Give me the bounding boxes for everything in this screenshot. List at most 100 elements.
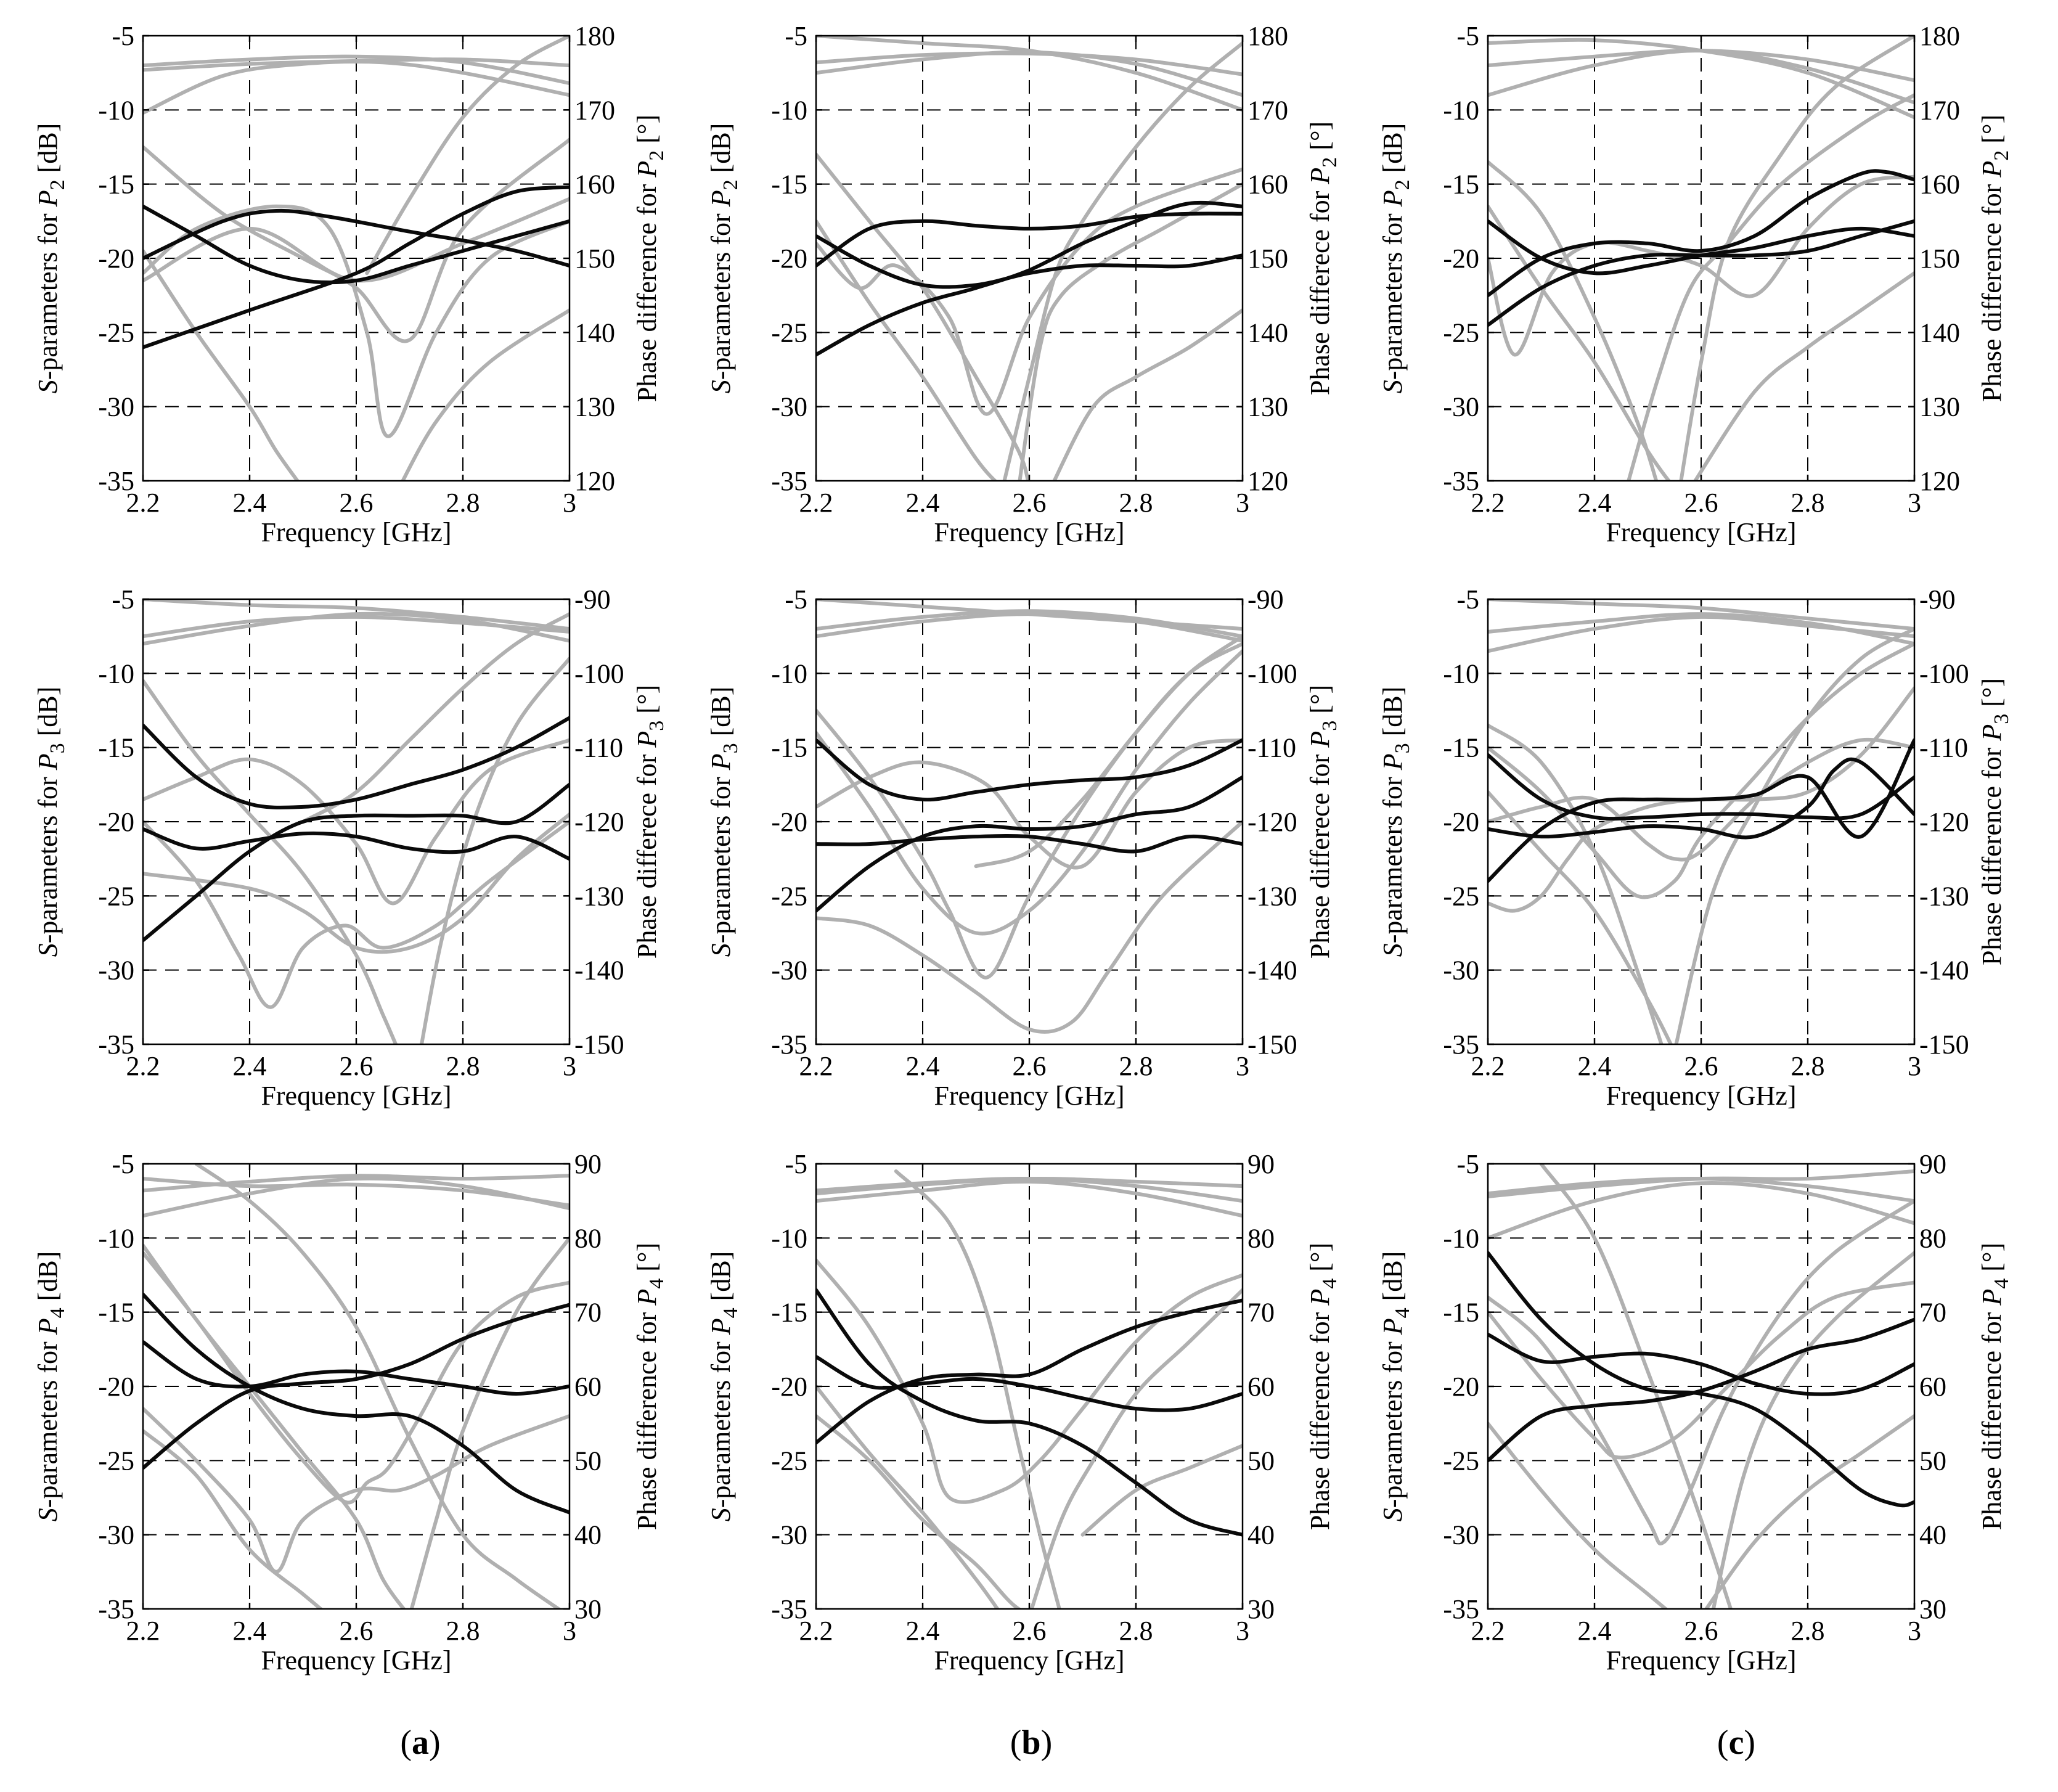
panel-a-P2: 2.2 2.4 2.6 2.8 3 -35 -30 -25 -20 -15 -10 -5 120 130 1… xyxy=(33,21,668,547)
black-curve-2 xyxy=(816,834,1243,854)
x-tick-label: 3 xyxy=(563,1616,576,1646)
black-curve-1 xyxy=(1488,1251,1914,1508)
gray-curve-7 xyxy=(419,657,570,1044)
series-group xyxy=(816,1169,1243,1609)
gray-curve-6 xyxy=(1679,36,1914,481)
y2-tick-label: 120 xyxy=(1919,466,1960,496)
gray-curve-7 xyxy=(409,1236,570,1609)
x-tick-label: 2.2 xyxy=(1471,488,1505,518)
gray-curve-8 xyxy=(401,308,570,481)
y-tick-label: -30 xyxy=(771,392,807,422)
y-tick-label: -15 xyxy=(98,170,134,200)
y-tick-label: -35 xyxy=(98,1594,134,1624)
y2-tick-label: -140 xyxy=(1247,955,1297,986)
x-tick-label: 3 xyxy=(1236,1616,1249,1646)
y-tick-label: -35 xyxy=(1443,466,1479,496)
y-tick-label: -30 xyxy=(771,955,807,986)
x-tick-label: 2.6 xyxy=(1013,488,1047,518)
y-tick-label: -20 xyxy=(1443,243,1479,274)
y-tick-label: -10 xyxy=(1443,1223,1479,1253)
series-group xyxy=(1488,1164,1914,1609)
gray-curve-2 xyxy=(1488,615,1914,653)
panel-c-P4: 2.2 2.4 2.6 2.8 3 -35 -30 -25 -20 -15 -10 -5 30 40 50 6… xyxy=(1378,1149,2013,1675)
y2-tick-label: 180 xyxy=(1247,21,1288,51)
y2-tick-label: 60 xyxy=(1919,1372,1946,1402)
y-tick-label: -15 xyxy=(771,733,807,763)
panel-a-P4: 2.2 2.4 2.6 2.8 3 -35 -30 -25 -20 -15 -10 -5 30 40 50 6… xyxy=(33,1149,668,1675)
y-tick-label: -30 xyxy=(1443,1520,1479,1550)
y2-tick-label: 120 xyxy=(574,466,615,496)
y2-tick-label: -130 xyxy=(1247,881,1297,911)
gray-curve-6 xyxy=(143,1243,406,1609)
gray-curve-7 xyxy=(1029,1288,1243,1609)
y2-tick-label: -130 xyxy=(574,881,624,911)
x-tick-label: 3 xyxy=(1236,1051,1249,1081)
y2-tick-label: 170 xyxy=(1247,95,1288,125)
y-tick-label: -30 xyxy=(1443,955,1479,986)
y-tick-label: -30 xyxy=(1443,392,1479,422)
y2-tick-label: 90 xyxy=(1247,1149,1275,1179)
y-tick-label: -15 xyxy=(1443,1298,1479,1328)
y2-tick-label: 160 xyxy=(574,170,615,200)
black-curve-2 xyxy=(1488,757,1914,840)
black-curve-1 xyxy=(1488,753,1914,821)
x-tick-label: 2.2 xyxy=(126,1616,160,1646)
gray-curve-3 xyxy=(143,599,570,631)
x-axis-label: Frequency [GHz] xyxy=(1606,1645,1796,1675)
gray-curve-8 xyxy=(1704,1414,1914,1609)
y-tick-label: -20 xyxy=(1443,1372,1479,1402)
gray-curve-7 xyxy=(1674,627,1914,1044)
x-tick-label: 2.4 xyxy=(906,1616,940,1646)
y-tick-label: -25 xyxy=(1443,317,1479,348)
gray-curve-8 xyxy=(1693,271,1914,481)
black-curve-2 xyxy=(143,208,570,268)
y-tick-label: -25 xyxy=(771,881,807,911)
y2-tick-label: 30 xyxy=(1919,1594,1946,1624)
y2-tick-label: 120 xyxy=(1247,466,1288,496)
y2-tick-label: 80 xyxy=(574,1223,602,1253)
gray-curve-3 xyxy=(143,1177,570,1208)
y-tick-label: -5 xyxy=(785,1149,807,1179)
gray-curve-5 xyxy=(143,204,570,438)
y2-tick-label: 40 xyxy=(1247,1520,1275,1550)
black-curve-3 xyxy=(816,200,1243,357)
gray-curve-8 xyxy=(1052,308,1243,481)
y2-tick-label: -150 xyxy=(574,1029,624,1060)
x-tick-label: 2.2 xyxy=(799,488,833,518)
x-tick-label: 3 xyxy=(1908,1616,1921,1646)
y-tick-label: -15 xyxy=(771,170,807,200)
y-tick-label: -35 xyxy=(98,466,134,496)
y-tick-label: -20 xyxy=(771,243,807,274)
grid xyxy=(1488,599,1914,1044)
gray-curve-4 xyxy=(143,1407,570,1574)
gray-curve-2 xyxy=(143,54,570,85)
y2-tick-label: 160 xyxy=(1247,170,1288,200)
y-tick-label: -5 xyxy=(112,1149,134,1179)
series-group xyxy=(143,36,570,481)
x-axis-label: Frequency [GHz] xyxy=(934,517,1124,547)
x-tick-label: 2.6 xyxy=(1684,488,1718,518)
y2-axis-label: Phase differece for P3 [°] xyxy=(632,685,668,959)
x-tick-label: 3 xyxy=(1908,488,1921,518)
panel-b-P4: 2.2 2.4 2.6 2.8 3 -35 -30 -25 -20 -15 -10 -5 30 40 50 6… xyxy=(706,1149,1341,1675)
gray-curve-9 xyxy=(1018,182,1243,481)
black-curve-2 xyxy=(143,1340,570,1396)
black-curve-3 xyxy=(816,775,1243,913)
y2-tick-label: 150 xyxy=(1919,243,1960,274)
y-tick-label: -20 xyxy=(1443,807,1479,837)
grid xyxy=(816,36,1243,481)
x-axis-label: Frequency [GHz] xyxy=(261,1645,451,1675)
y2-tick-label: 40 xyxy=(574,1520,602,1550)
black-curve-3 xyxy=(1488,1317,1914,1463)
gray-curve-5 xyxy=(1488,642,1914,899)
y2-tick-label: 140 xyxy=(1919,317,1960,348)
y-tick-label: -30 xyxy=(98,392,134,422)
x-tick-label: 2.8 xyxy=(446,1616,480,1646)
gray-curve-5 xyxy=(1488,160,1659,481)
gray-curve-9 xyxy=(1627,93,1914,481)
x-tick-label: 2.2 xyxy=(1471,1616,1505,1646)
series-group xyxy=(816,599,1243,1034)
black-curve-1 xyxy=(143,716,570,810)
y-tick-label: -25 xyxy=(98,881,134,911)
